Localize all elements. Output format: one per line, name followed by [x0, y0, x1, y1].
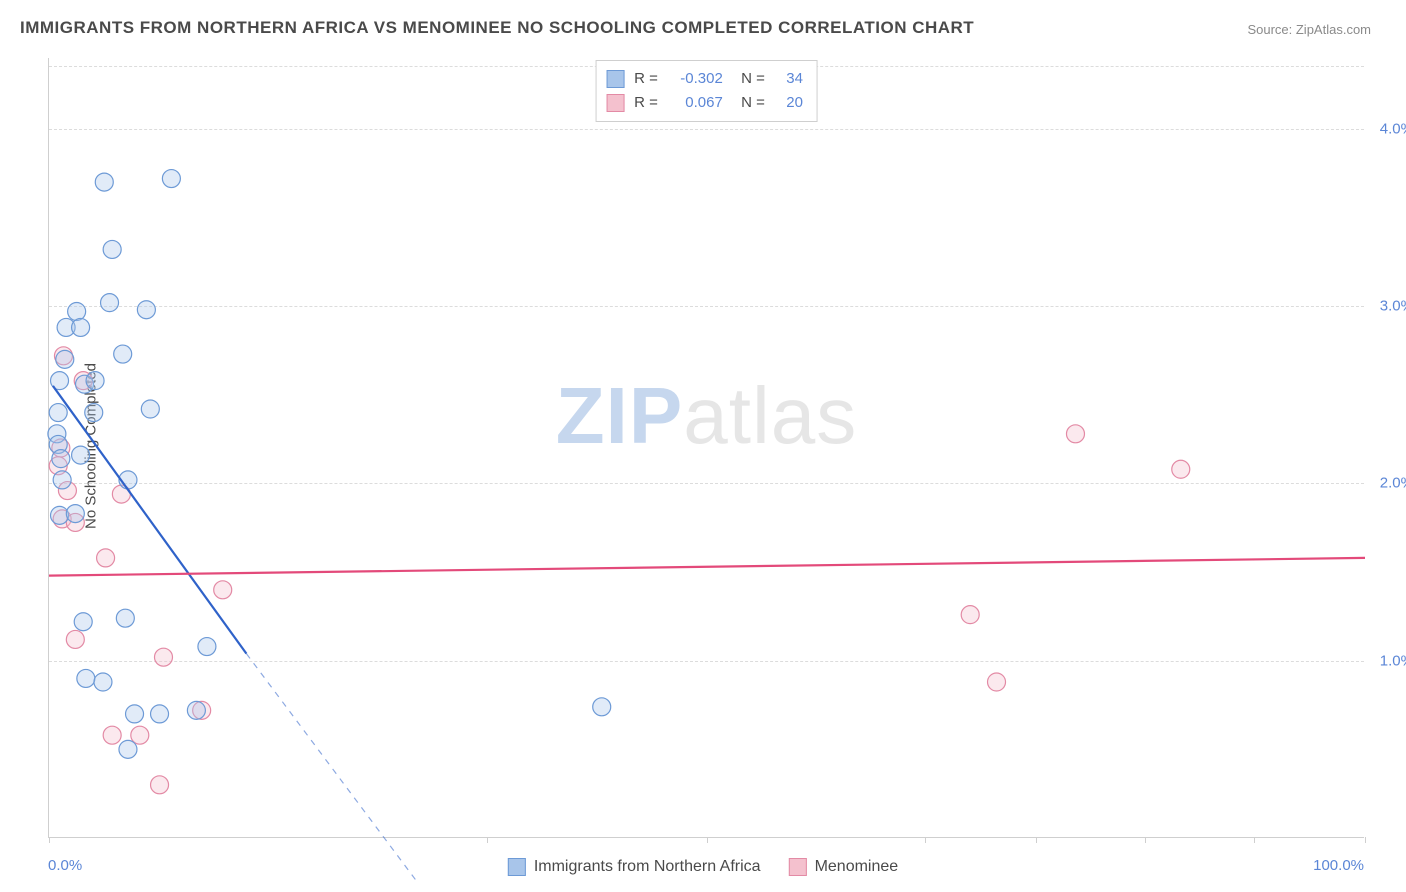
- data-point: [97, 549, 115, 567]
- data-point: [131, 726, 149, 744]
- swatch-men-icon: [789, 858, 807, 876]
- trend-line: [49, 558, 1365, 576]
- data-point: [77, 669, 95, 687]
- data-point: [68, 303, 86, 321]
- scatter-plot: [49, 58, 1364, 837]
- legend-row-men: R = 0.067 N = 20: [606, 91, 803, 115]
- trend-line-extrapolated: [246, 654, 417, 883]
- x-tick: [1365, 837, 1366, 843]
- data-point: [86, 372, 104, 390]
- n-value-men: 20: [775, 91, 803, 115]
- y-tick-label: 2.0%: [1380, 475, 1406, 492]
- data-point: [137, 301, 155, 319]
- x-tick: [1145, 837, 1146, 843]
- swatch-naf-icon: [508, 858, 526, 876]
- n-value-naf: 34: [775, 67, 803, 91]
- swatch-men: [606, 94, 624, 112]
- data-point: [187, 701, 205, 719]
- n-label: N =: [733, 67, 765, 91]
- source-label: Source: ZipAtlas.com: [1247, 22, 1371, 37]
- data-point: [141, 400, 159, 418]
- correlation-legend: R = -0.302 N = 34 R = 0.067 N = 20: [595, 60, 818, 122]
- data-point: [94, 673, 112, 691]
- x-axis-max-label: 100.0%: [1313, 857, 1364, 874]
- data-point: [988, 673, 1006, 691]
- y-tick-label: 1.0%: [1380, 652, 1406, 669]
- y-tick-label: 3.0%: [1380, 298, 1406, 315]
- x-tick: [487, 837, 488, 843]
- data-point: [1066, 425, 1084, 443]
- x-tick: [925, 837, 926, 843]
- data-point: [66, 630, 84, 648]
- swatch-naf: [606, 70, 624, 88]
- data-point: [162, 170, 180, 188]
- data-point: [151, 776, 169, 794]
- data-point: [66, 505, 84, 523]
- plot-area: ZIPatlas 1.0%2.0%3.0%4.0% R = -0.302 N =…: [48, 58, 1364, 838]
- data-point: [151, 705, 169, 723]
- chart-title: IMMIGRANTS FROM NORTHERN AFRICA VS MENOM…: [20, 18, 974, 38]
- r-value-men: 0.067: [668, 91, 723, 115]
- data-point: [126, 705, 144, 723]
- data-point: [72, 318, 90, 336]
- data-point: [49, 404, 67, 422]
- legend-label-naf: Immigrants from Northern Africa: [534, 858, 761, 876]
- legend-row-naf: R = -0.302 N = 34: [606, 67, 803, 91]
- data-point: [214, 581, 232, 599]
- data-point: [95, 173, 113, 191]
- data-point: [1172, 460, 1190, 478]
- data-point: [103, 726, 121, 744]
- data-point: [85, 404, 103, 422]
- data-point: [119, 740, 137, 758]
- data-point: [51, 506, 69, 524]
- data-point: [56, 350, 74, 368]
- legend-item-men: Menominee: [789, 858, 899, 876]
- legend-item-naf: Immigrants from Northern Africa: [508, 858, 761, 876]
- data-point: [103, 240, 121, 258]
- series-legend: Immigrants from Northern Africa Menomine…: [508, 858, 898, 876]
- n-label: N =: [733, 91, 765, 115]
- data-point: [116, 609, 134, 627]
- data-point: [52, 450, 70, 468]
- data-point: [961, 606, 979, 624]
- data-point: [154, 648, 172, 666]
- data-point: [198, 638, 216, 656]
- legend-label-men: Menominee: [815, 858, 899, 876]
- data-point: [101, 294, 119, 312]
- data-point: [74, 613, 92, 631]
- x-tick: [1036, 837, 1037, 843]
- data-point: [72, 446, 90, 464]
- data-point: [593, 698, 611, 716]
- x-axis-min-label: 0.0%: [48, 857, 82, 874]
- r-value-naf: -0.302: [668, 67, 723, 91]
- y-tick-label: 4.0%: [1380, 120, 1406, 137]
- data-point: [114, 345, 132, 363]
- x-tick: [707, 837, 708, 843]
- r-label: R =: [634, 67, 658, 91]
- x-tick: [49, 837, 50, 843]
- x-tick: [1254, 837, 1255, 843]
- r-label: R =: [634, 91, 658, 115]
- data-point: [53, 471, 71, 489]
